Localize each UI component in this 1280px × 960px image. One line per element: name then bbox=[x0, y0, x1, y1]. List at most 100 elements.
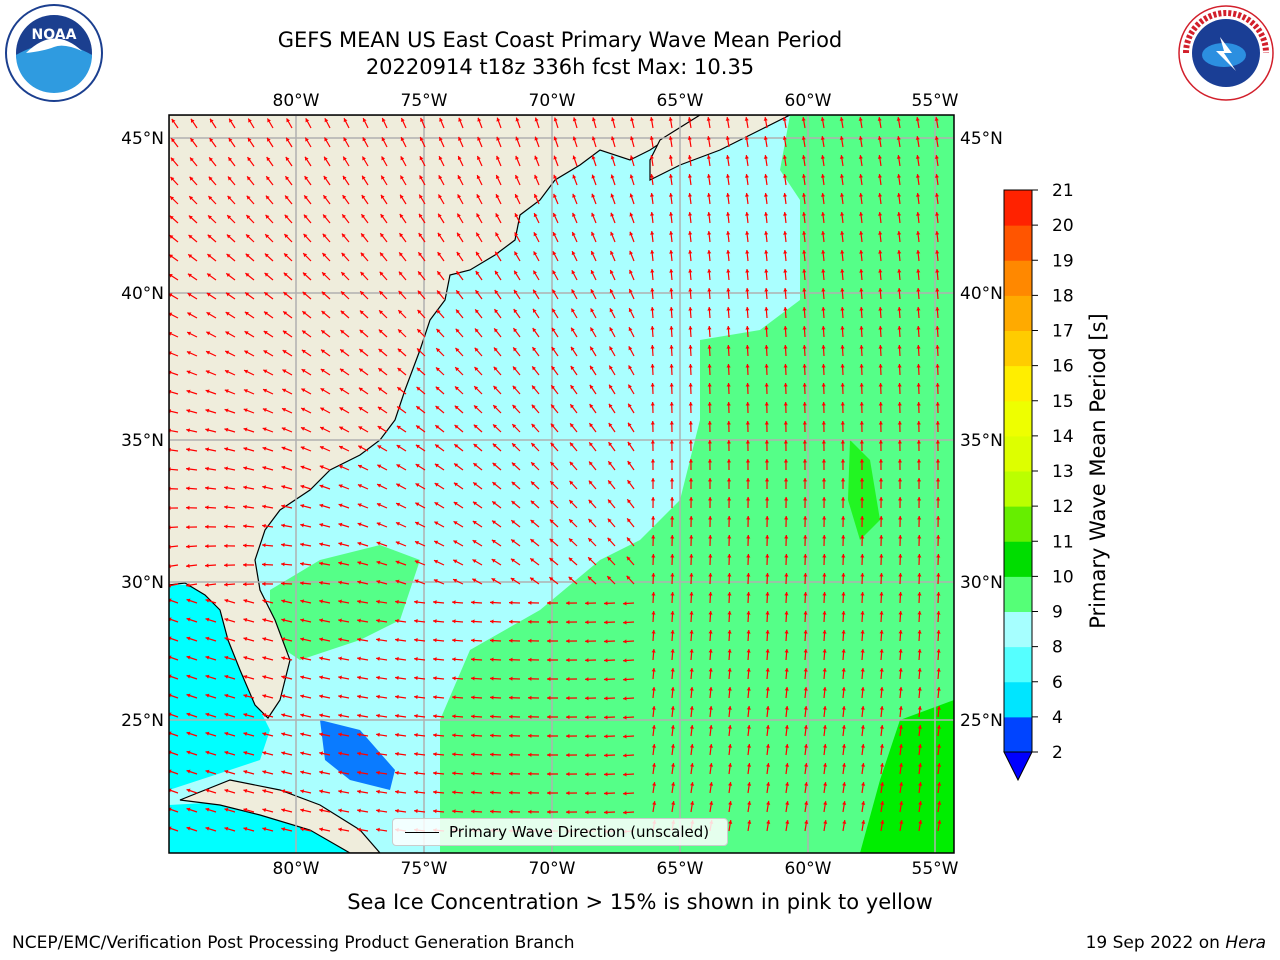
wave-arrowhead bbox=[262, 599, 267, 604]
wave-arrowhead bbox=[860, 763, 866, 767]
wave-arrowhead bbox=[861, 782, 866, 786]
wave-arrowhead bbox=[608, 480, 612, 485]
wave-arrowhead bbox=[262, 789, 267, 794]
wave-arrowhead bbox=[745, 212, 750, 216]
wave-arrowhead bbox=[587, 576, 592, 581]
wave-arrowhead bbox=[937, 782, 942, 786]
wave-arrowhead bbox=[433, 657, 437, 662]
wave-arrowhead bbox=[728, 820, 733, 824]
wave-arrowhead bbox=[357, 789, 361, 794]
wave-arrowhead bbox=[380, 233, 385, 238]
wave-arrowhead bbox=[935, 402, 940, 406]
wave-arrowhead bbox=[650, 231, 655, 235]
wave-arrowhead bbox=[414, 579, 419, 584]
wave-arrowhead bbox=[707, 231, 712, 235]
wave-arrowhead bbox=[707, 288, 712, 292]
wave-arrow bbox=[169, 429, 179, 433]
wave-arrowhead bbox=[399, 252, 403, 257]
wave-arrowhead bbox=[841, 554, 846, 558]
wave-arrowhead bbox=[917, 744, 923, 748]
wave-arrowhead bbox=[376, 675, 380, 680]
wave-arrowhead bbox=[726, 250, 731, 254]
wave-arrowhead bbox=[205, 769, 210, 774]
lat-tick: 45°N bbox=[960, 129, 1003, 149]
wave-arrowhead bbox=[319, 637, 324, 642]
wave-arrowhead bbox=[377, 426, 382, 430]
wave-arrowhead bbox=[452, 657, 456, 662]
wave-arrowhead bbox=[821, 383, 826, 387]
wave-arrowhead bbox=[552, 308, 556, 313]
wave-arrowhead bbox=[841, 630, 846, 634]
lon-tick: 80°W bbox=[273, 91, 320, 111]
wave-arrowhead bbox=[917, 554, 922, 558]
wave-arrowhead bbox=[821, 250, 826, 254]
wave-arrowhead bbox=[784, 725, 789, 729]
wave-arrowhead bbox=[898, 763, 904, 767]
wave-arrowhead bbox=[286, 118, 291, 123]
wave-arrowhead bbox=[362, 137, 367, 142]
wave-arrowhead bbox=[262, 504, 266, 509]
wave-arrowhead bbox=[652, 782, 657, 786]
wave-arrowhead bbox=[321, 291, 326, 296]
wave-arrowhead bbox=[376, 827, 380, 832]
wave-arrowhead bbox=[668, 117, 673, 121]
wave-arrowhead bbox=[725, 155, 730, 159]
wave-arrowhead bbox=[571, 232, 576, 237]
wave-arrowhead bbox=[552, 289, 556, 294]
wave-arrowhead bbox=[726, 307, 731, 311]
colorbar-segment bbox=[1004, 330, 1032, 367]
wave-arrowhead bbox=[688, 421, 693, 425]
colorbar-segment bbox=[1004, 471, 1032, 507]
colorbar-segment bbox=[1004, 716, 1032, 753]
wave-arrowhead bbox=[284, 234, 289, 238]
wave-arrowhead bbox=[822, 516, 827, 520]
wave-arrowhead bbox=[224, 826, 229, 831]
wave-arrowhead bbox=[471, 600, 475, 605]
wave-arrowhead bbox=[514, 232, 519, 237]
wave-arrowhead bbox=[433, 619, 437, 624]
wave-arrowhead bbox=[650, 212, 655, 216]
wave-arrowhead bbox=[205, 655, 210, 660]
wave-arrowhead bbox=[376, 637, 380, 642]
wave-arrowhead bbox=[395, 637, 399, 642]
wave-arrowhead bbox=[357, 484, 362, 488]
wave-arrowhead bbox=[495, 194, 500, 199]
wave-arrowhead bbox=[245, 273, 250, 277]
wave-arrowhead bbox=[357, 694, 361, 699]
wave-arrowhead bbox=[629, 155, 634, 160]
wave-arrowhead bbox=[547, 695, 551, 701]
wave-arrowhead bbox=[533, 289, 537, 294]
wave-arrowhead bbox=[398, 271, 403, 276]
colorbar-segment bbox=[1004, 260, 1032, 296]
wave-arrow bbox=[169, 468, 179, 471]
wave-arrowhead bbox=[170, 157, 175, 162]
wave-arrowhead bbox=[839, 174, 844, 178]
wave-arrowhead bbox=[552, 213, 557, 217]
wave-arrowhead bbox=[623, 753, 627, 758]
wave-arrowhead bbox=[262, 656, 267, 661]
wave-arrowhead bbox=[803, 706, 808, 710]
wave-arrowhead bbox=[414, 676, 418, 681]
wave-arrowhead bbox=[206, 350, 211, 355]
wave-arrowhead bbox=[491, 578, 496, 582]
wave-arrowhead bbox=[243, 504, 247, 509]
wave-arrowhead bbox=[651, 592, 656, 596]
wave-arrowhead bbox=[186, 769, 191, 774]
wave-arrowhead bbox=[916, 250, 921, 254]
wave-arrowhead bbox=[414, 657, 418, 662]
wave-arrowhead bbox=[784, 706, 789, 710]
wave-arrowhead bbox=[822, 668, 827, 672]
wave-arrowhead bbox=[186, 788, 191, 793]
wave-arrowhead bbox=[841, 763, 847, 767]
wave-arrowhead bbox=[243, 750, 248, 755]
wave-arrowhead bbox=[243, 788, 248, 793]
wave-arrowhead bbox=[649, 174, 654, 178]
wave-arrowhead bbox=[689, 573, 694, 577]
wave-arrowhead bbox=[266, 176, 271, 181]
wave-arrowhead bbox=[418, 271, 422, 276]
wave-arrowhead bbox=[452, 790, 456, 795]
wave-arrowhead bbox=[549, 538, 554, 543]
wave-arrowhead bbox=[745, 307, 750, 311]
wave-arrowhead bbox=[688, 250, 693, 254]
wave-arrowhead bbox=[726, 478, 732, 482]
